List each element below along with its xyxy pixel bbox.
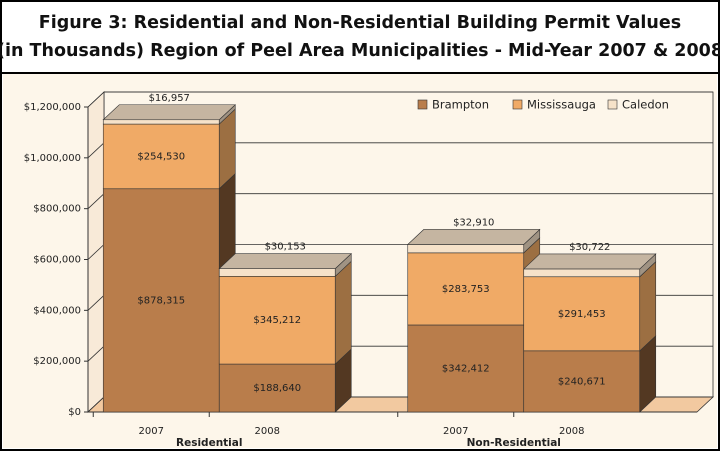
data-label: $30,153 <box>265 242 306 253</box>
bar-segment <box>102 188 220 413</box>
bar-top <box>522 253 657 270</box>
bar-side <box>639 261 657 352</box>
y-tick-label: $600,000 <box>33 255 81 266</box>
bar-segment <box>523 268 641 278</box>
bar-side <box>334 260 352 365</box>
bar-segment <box>102 119 220 125</box>
bar-segment <box>218 276 336 365</box>
grid-line <box>87 142 105 159</box>
bar-segment <box>523 276 641 352</box>
bar-segment <box>218 268 336 277</box>
data-label: $345,212 <box>253 315 301 326</box>
group-label: Non-Residential <box>467 437 561 449</box>
bar-segment <box>102 123 220 190</box>
legend-swatch <box>607 99 618 110</box>
data-label: $30,722 <box>569 242 610 253</box>
bar-segment <box>407 244 525 254</box>
y-tick-label: $400,000 <box>33 305 81 316</box>
bar-segment <box>407 252 525 326</box>
y-tick-label: $800,000 <box>33 204 81 215</box>
data-label: $291,453 <box>558 309 606 320</box>
x-tick-label: 2007 <box>139 426 164 437</box>
chart-title: Figure 3: Residential and Non-Residentia… <box>39 13 681 33</box>
y-tick-label: $200,000 <box>33 356 81 367</box>
y-tick-label: $1,200,000 <box>24 102 81 113</box>
grid-line <box>87 91 105 108</box>
bar-top <box>102 104 237 121</box>
data-label: $240,671 <box>558 376 606 387</box>
legend-label: Caledon <box>622 98 669 112</box>
group-label: Residential <box>176 437 242 449</box>
grid-line <box>87 295 105 311</box>
data-label: $283,753 <box>442 284 490 295</box>
grid-line <box>87 345 105 362</box>
grid-line <box>87 244 105 260</box>
x-tick-label: 2008 <box>255 426 280 437</box>
bar-top <box>218 253 353 269</box>
legend-swatch <box>512 99 523 110</box>
data-label: $32,910 <box>453 217 494 228</box>
plot: $0 $200,000 $400,000 $600,000 $800,000 $1,000… <box>24 91 715 449</box>
bar-segment <box>523 350 641 413</box>
grid-line <box>87 193 105 209</box>
legend-swatch <box>417 99 428 110</box>
data-label: $188,640 <box>253 383 301 394</box>
legend-label: Mississauga <box>527 98 596 112</box>
data-label: $878,315 <box>137 295 185 306</box>
y-tick-label: $1,000,000 <box>24 153 81 164</box>
data-label: $16,957 <box>149 93 190 104</box>
y-tick-label: $0 <box>68 407 81 418</box>
chart-title: (in Thousands) Region of Peel Area Munic… <box>0 41 720 61</box>
data-label: $254,530 <box>137 151 185 162</box>
bar-top <box>406 229 541 245</box>
x-tick-label: 2007 <box>443 426 468 437</box>
x-tick-label: 2008 <box>559 426 584 437</box>
grid-line <box>87 396 105 413</box>
data-label: $342,412 <box>442 363 490 374</box>
legend-label: Brampton <box>432 98 489 112</box>
